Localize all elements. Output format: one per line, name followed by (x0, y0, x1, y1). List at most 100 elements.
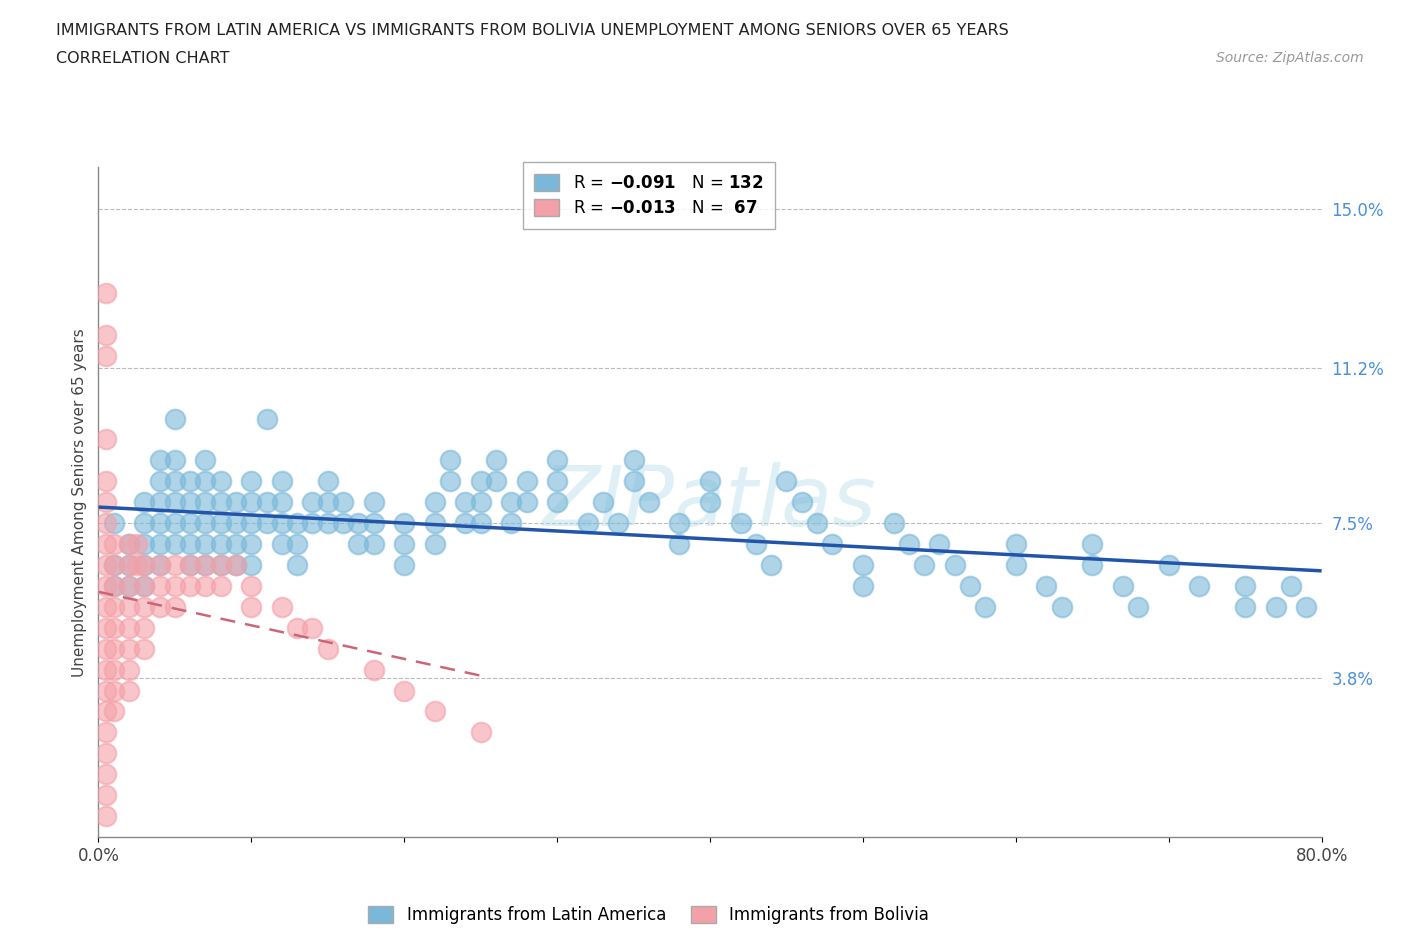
Point (134, 620, 156, 635)
Point (301, 620, 323, 635)
Point (699, 474, 721, 489)
Point (94, 620, 117, 635)
Point (1279, 578, 1302, 593)
Point (423, 704, 446, 719)
Point (134, 578, 156, 593)
Point (668, 537, 690, 551)
Point (118, 683, 141, 698)
Point (423, 537, 446, 551)
Point (775, 474, 797, 489)
Point (516, 474, 538, 489)
Point (240, 495, 263, 510)
Point (209, 578, 232, 593)
Point (134, 516, 156, 531)
Point (1081, 558, 1104, 573)
Point (94, 558, 117, 573)
Point (94, 746, 117, 761)
Point (347, 516, 370, 531)
Point (1295, 600, 1317, 615)
Point (149, 474, 172, 489)
Point (103, 516, 125, 531)
Point (94, 662, 117, 677)
Point (94, 349, 117, 364)
Point (1112, 578, 1135, 593)
Point (194, 516, 217, 531)
Point (94, 495, 117, 510)
Point (883, 516, 905, 531)
Point (163, 537, 186, 551)
Point (194, 558, 217, 573)
Point (928, 537, 950, 551)
Point (118, 537, 141, 551)
Point (149, 453, 172, 468)
Point (974, 600, 997, 615)
Point (240, 516, 263, 531)
Point (1050, 600, 1073, 615)
Point (623, 453, 645, 468)
Point (546, 453, 568, 468)
Point (118, 600, 141, 615)
Y-axis label: Unemployment Among Seniors over 65 years: Unemployment Among Seniors over 65 years (72, 328, 87, 677)
Point (163, 495, 186, 510)
Point (134, 642, 156, 657)
Point (943, 558, 966, 573)
Point (179, 578, 201, 593)
Point (897, 537, 920, 551)
Point (363, 662, 385, 677)
Point (94, 600, 117, 615)
Point (470, 725, 492, 740)
Point (134, 558, 156, 573)
Point (209, 558, 232, 573)
Point (103, 558, 125, 573)
Point (149, 558, 172, 573)
Point (134, 495, 156, 510)
Point (454, 516, 477, 531)
Point (94, 683, 117, 698)
Point (485, 474, 508, 489)
Point (149, 578, 172, 593)
Point (392, 516, 416, 531)
Point (347, 537, 370, 551)
Point (149, 495, 172, 510)
Point (332, 495, 354, 510)
Point (225, 558, 247, 573)
Point (363, 516, 385, 531)
Point (423, 495, 446, 510)
Point (256, 411, 278, 426)
Point (470, 495, 492, 510)
Point (94, 642, 117, 657)
Point (1004, 558, 1026, 573)
Point (118, 578, 141, 593)
Point (209, 537, 232, 551)
Point (592, 495, 614, 510)
Point (94, 766, 117, 781)
Point (240, 600, 263, 615)
Point (179, 558, 201, 573)
Point (501, 495, 523, 510)
Point (745, 537, 768, 551)
Point (240, 474, 263, 489)
Point (1234, 600, 1257, 615)
Point (240, 578, 263, 593)
Point (149, 537, 172, 551)
Point (103, 558, 125, 573)
Point (194, 537, 217, 551)
Point (852, 578, 875, 593)
Point (959, 578, 981, 593)
Point (485, 453, 508, 468)
Point (163, 578, 186, 593)
Point (821, 537, 844, 551)
Point (194, 495, 217, 510)
Point (225, 495, 247, 510)
Point (501, 516, 523, 531)
Point (730, 516, 752, 531)
Point (103, 683, 125, 698)
Point (94, 432, 117, 447)
Point (1035, 578, 1057, 593)
Point (94, 788, 117, 803)
Point (94, 327, 117, 342)
Point (103, 600, 125, 615)
Point (163, 516, 186, 531)
Point (94, 809, 117, 824)
Point (392, 537, 416, 551)
